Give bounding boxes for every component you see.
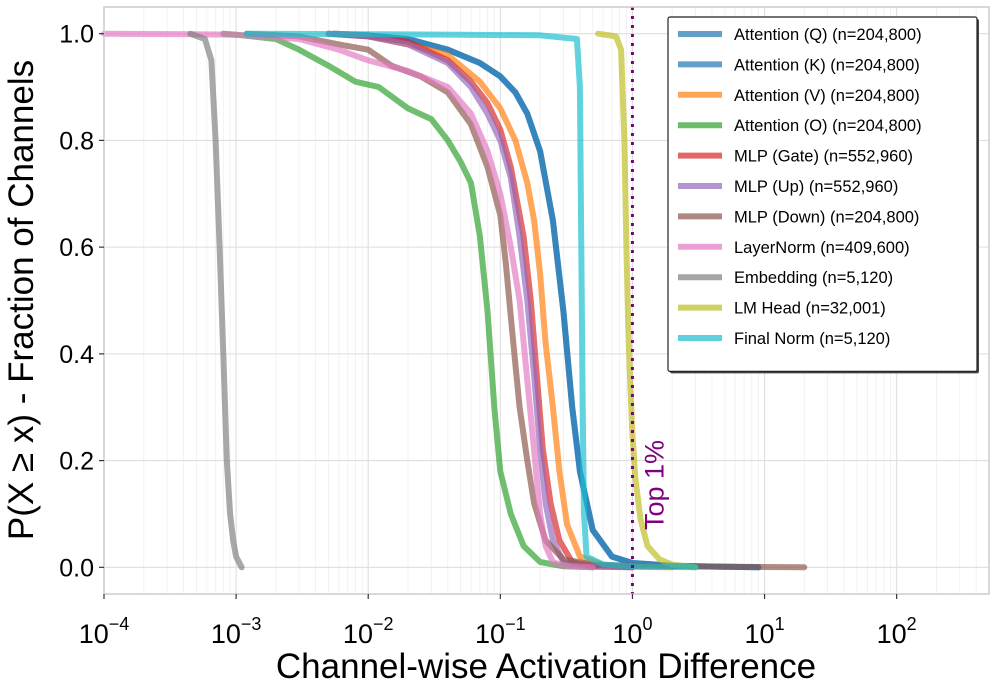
legend-label: LM Head (n=32,001)	[734, 300, 886, 318]
y-tick-label: 0.2	[59, 448, 94, 476]
y-tick-label: 0.6	[59, 234, 94, 262]
x-tick-base: 10	[79, 619, 109, 649]
x-tick-base: 10	[745, 619, 775, 649]
y-tick-label: 0.8	[59, 127, 94, 155]
series-line-8	[101, 30, 596, 571]
series-line-11	[243, 30, 699, 571]
x-tick-label: 10−2	[343, 614, 394, 649]
y-tick-label: 0.0	[59, 554, 94, 582]
x-tick-exponent: −2	[373, 614, 394, 634]
x-tick-label: 100	[612, 614, 652, 649]
legend-label: Embedding (n=5,120)	[734, 269, 893, 287]
x-tick-exponent: −4	[109, 614, 130, 634]
top-1-percent-label: Top 1%	[639, 440, 669, 530]
legend-label: MLP (Up) (n=552,960)	[734, 178, 898, 196]
legend-label: Attention (V) (n=204,800)	[734, 87, 920, 105]
x-tick-exponent: 2	[907, 614, 917, 634]
x-axis-title: Channel-wise Activation Difference	[276, 647, 816, 686]
y-tick-label: 0.4	[59, 341, 94, 369]
x-tick-base: 10	[877, 619, 907, 649]
legend-label: Attention (K) (n=204,800)	[734, 56, 920, 74]
x-tick-label: 10−4	[79, 614, 130, 649]
x-tick-label: 10−3	[211, 614, 262, 649]
x-tick-base: 10	[211, 619, 241, 649]
x-tick-exponent: 0	[642, 614, 652, 634]
x-tick-exponent: −3	[241, 614, 262, 634]
threshold-annotation: Top 1%	[630, 7, 669, 594]
series-line-10	[595, 30, 699, 571]
legend-label: MLP (Gate) (n=552,960)	[734, 148, 913, 166]
x-tick-label: 101	[745, 614, 785, 649]
x-tick-label: 10−1	[475, 614, 526, 649]
x-tick-exponent: 1	[775, 614, 785, 634]
y-axis-title: P(X ≥ x) - Fraction of Channels	[2, 60, 41, 540]
series-line-7	[243, 30, 808, 571]
legend-label: Final Norm (n=5,120)	[734, 330, 890, 348]
x-tick-exponent: −1	[505, 614, 526, 634]
x-tick-base: 10	[612, 619, 642, 649]
series-line-3	[330, 30, 676, 571]
legend-label: LayerNorm (n=409,600)	[734, 239, 910, 257]
series-line-4	[220, 30, 596, 571]
legend-label: MLP (Down) (n=204,800)	[734, 208, 919, 226]
legend-label: Attention (O) (n=204,800)	[734, 117, 922, 135]
y-tick-label: 1.0	[59, 21, 94, 49]
axis-ticks: 0.00.20.40.60.81.010−4 10−3 10−2 10−1 100 101…	[59, 21, 916, 649]
plot-frame	[103, 6, 990, 595]
legend-label: Attention (Q) (n=204,800)	[734, 26, 922, 44]
x-tick-label: 102	[877, 614, 917, 649]
legend: Attention (Q) (n=204,800) Attention (K) (…	[667, 16, 979, 374]
series-line-9	[187, 30, 245, 571]
x-tick-base: 10	[475, 619, 505, 649]
x-tick-base: 10	[343, 619, 373, 649]
legend-box	[667, 16, 978, 372]
series-lines	[101, 30, 808, 571]
